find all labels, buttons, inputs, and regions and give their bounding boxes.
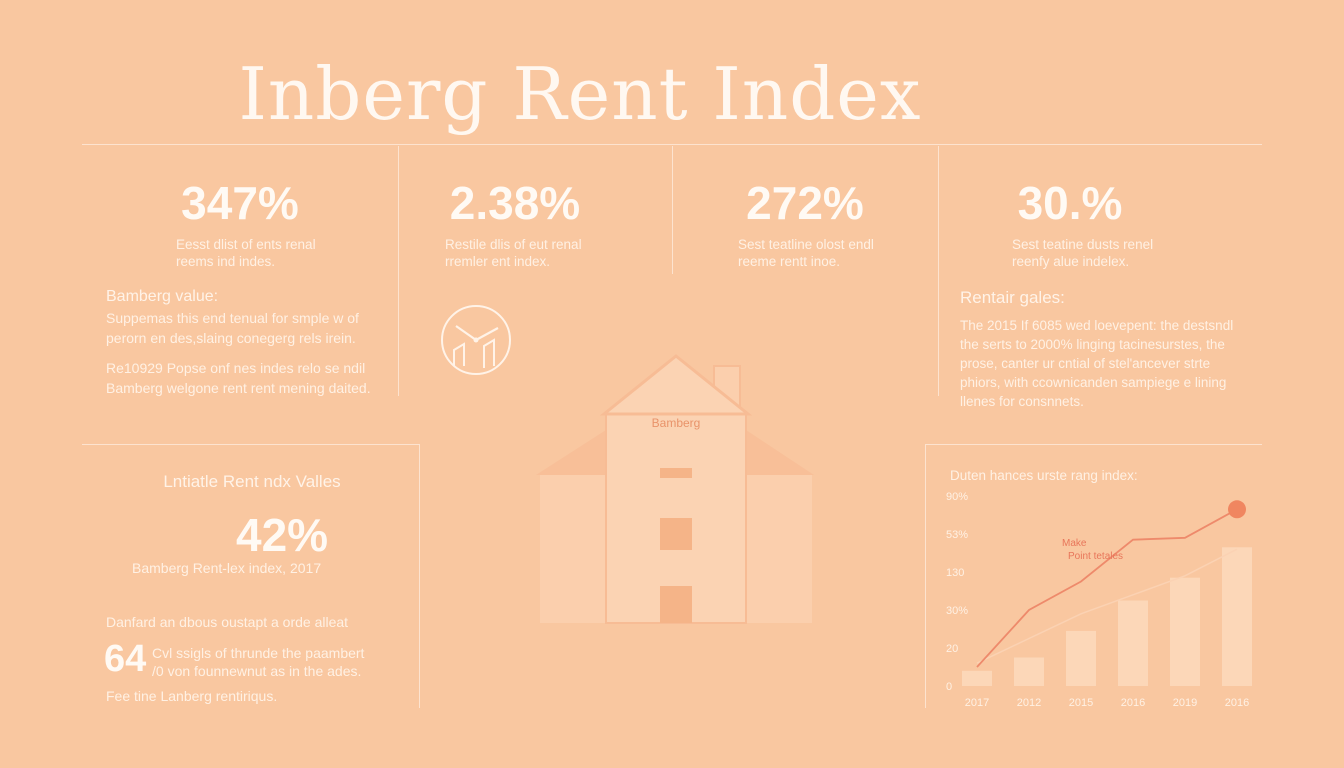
stat-value: 2.38% [449, 177, 581, 229]
y-tick-label: 20 [946, 643, 958, 655]
page-title: Inberg Rent Index [238, 52, 922, 136]
left-block-heading: Bamberg value: [106, 288, 219, 305]
stat-card-3: 272% Sest teatline olost endl reeme rent… [705, 176, 905, 270]
series-end-marker [1228, 500, 1246, 519]
x-tick-label: 2016 [1225, 697, 1249, 709]
stat-card-4: 30.% Sest teatine dusts renel reenfy alu… [970, 176, 1170, 270]
bottom-left-line1: Danfard an dbous oustapt a orde alleat [106, 614, 349, 630]
x-tick-label: 2017 [965, 697, 989, 709]
stat-desc: Sest teatine dusts renel reenfy alue ind… [1012, 237, 1154, 269]
x-tick-label: 2019 [1173, 697, 1197, 709]
rent-index-chart: 90% 53% 130 30% 20 0 2017 2012 2015 2016 2019 2016 M… [946, 491, 1252, 709]
stat-card-1: 347% Eesst dlist of ents renal reems ind… [140, 176, 340, 270]
stat-desc: Sest teatline olost endl reeme rentt ino… [738, 237, 874, 269]
series-line [976, 508, 1238, 668]
stat-card-2: 2.38% Restile dlis of eut renal rremler … [415, 176, 615, 270]
x-tick-label: 2012 [1017, 697, 1041, 709]
left-info-block: Bamberg value: Suppemas this end tenual … [106, 288, 396, 398]
house-illustration [536, 354, 814, 624]
clock-icon [441, 305, 511, 375]
divider-3 [938, 146, 939, 396]
bottom-left-caption: Bamberg Rent-lex index, 2017 [132, 560, 322, 576]
chart-vline [925, 444, 926, 708]
y-tick-label: 53% [946, 529, 968, 541]
trend-line [976, 548, 1238, 664]
y-tick-label: 0 [946, 681, 952, 693]
bar [1066, 630, 1096, 686]
bottom-left-vline [419, 444, 420, 708]
y-tick-label: 130 [946, 567, 964, 579]
chart-title: Duten hances urste rang index: [950, 468, 1138, 483]
y-tick-label: 30% [946, 605, 968, 617]
house-label: Bamberg [651, 416, 701, 430]
stat-desc: Eesst dlist of ents renal reems ind inde… [176, 237, 316, 269]
bottom-left-heading: Lntiatle Rent ndx Valles [163, 472, 341, 491]
bar [1118, 600, 1148, 686]
bar [1014, 657, 1044, 686]
bottom-left-value: 42% [236, 509, 329, 561]
bar [1222, 547, 1252, 686]
chart-annotation: Point tetales [1068, 551, 1123, 562]
bar [962, 670, 992, 686]
right-block-heading: Rentair gales: [960, 288, 1065, 307]
top-divider [82, 144, 1262, 145]
bottom-left-text: Cvl ssigls of thrunde the paambert /0 vo… [152, 645, 365, 679]
stat-value: 272% [746, 177, 864, 229]
stat-value: 30.% [1017, 177, 1123, 229]
x-tick-label: 2015 [1069, 697, 1093, 709]
right-info-block: Rentair gales: The 2015 If 6085 wed loev… [960, 288, 1260, 411]
chart-divider [926, 444, 1262, 445]
bar [1170, 577, 1200, 686]
bottom-left-divider [82, 444, 420, 445]
stat-value: 347% [181, 177, 299, 229]
stat-desc: Restile dlis of eut renal rremler ent in… [445, 237, 582, 269]
bottom-left-big-number: 64 [104, 638, 147, 680]
x-tick-label: 2016 [1121, 697, 1145, 709]
y-tick-label: 90% [946, 491, 968, 503]
chart-annotation: Make [1062, 538, 1087, 549]
divider-2 [672, 146, 673, 274]
right-block-text: The 2015 If 6085 wed loevepent: the dest… [960, 318, 1234, 409]
bottom-left-footer: Fee tine Lanberg rentiriqus. [106, 688, 278, 704]
left-block-text: Suppemas this end tenual for smple w of … [106, 310, 371, 396]
divider-1 [398, 146, 399, 396]
